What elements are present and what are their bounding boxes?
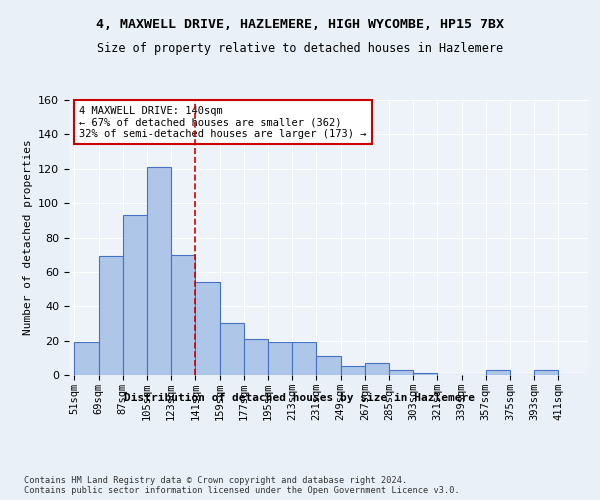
Bar [316,356,341,375]
Bar [98,256,123,375]
Text: Contains HM Land Registry data © Crown copyright and database right 2024.
Contai: Contains HM Land Registry data © Crown c… [24,476,460,495]
Bar [171,254,196,375]
Bar [292,342,316,375]
Bar [413,374,437,375]
Bar [341,366,365,375]
Bar [365,363,389,375]
Text: Distribution of detached houses by size in Hazlemere: Distribution of detached houses by size … [125,392,476,402]
Bar [220,324,244,375]
Bar [244,339,268,375]
Y-axis label: Number of detached properties: Number of detached properties [23,140,32,336]
Bar [534,370,559,375]
Bar [268,342,292,375]
Bar [147,167,171,375]
Bar [196,282,220,375]
Text: 4 MAXWELL DRIVE: 140sqm
← 67% of detached houses are smaller (362)
32% of semi-d: 4 MAXWELL DRIVE: 140sqm ← 67% of detache… [79,106,367,138]
Bar [74,342,98,375]
Text: Size of property relative to detached houses in Hazlemere: Size of property relative to detached ho… [97,42,503,55]
Text: 4, MAXWELL DRIVE, HAZLEMERE, HIGH WYCOMBE, HP15 7BX: 4, MAXWELL DRIVE, HAZLEMERE, HIGH WYCOMB… [96,18,504,30]
Bar [486,370,510,375]
Bar [123,215,147,375]
Bar [389,370,413,375]
